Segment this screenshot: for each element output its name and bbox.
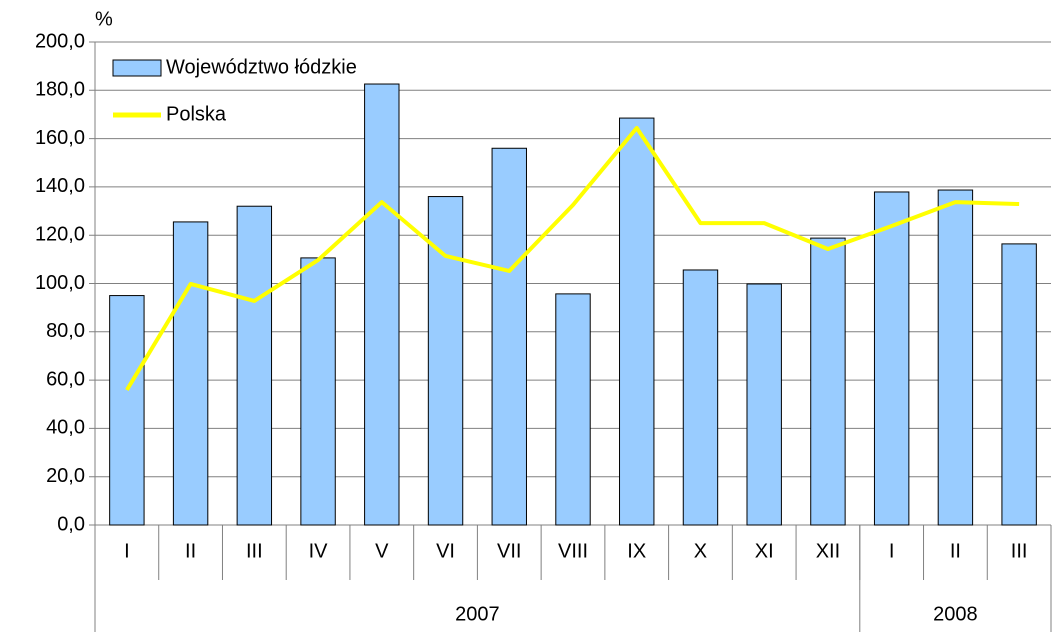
x-tick-label: V: [375, 540, 389, 562]
bar: [555, 293, 591, 526]
x-tick-label: VIII: [558, 540, 588, 562]
x-tick-label: VII: [497, 540, 521, 562]
x-tick-label: I: [889, 540, 895, 562]
y-tick-label: 100,0: [35, 272, 85, 294]
bar: [873, 191, 910, 526]
group-label: 2007: [455, 603, 500, 625]
bar: [810, 237, 846, 526]
bar: [427, 196, 464, 526]
legend-swatch: [112, 59, 162, 77]
x-tick-label: I: [124, 540, 130, 562]
line: [125, 125, 1020, 392]
y-tick-label: 140,0: [35, 175, 85, 197]
y-tick-label: 60,0: [46, 368, 85, 390]
y-tick-label: 0,0: [57, 513, 85, 535]
x-tick-label: III: [1011, 540, 1028, 562]
bar: [1001, 243, 1037, 526]
y-tick-label: 200,0: [35, 30, 85, 52]
x-tick-label: II: [950, 540, 961, 562]
x-tick-label: IX: [627, 540, 646, 562]
bar: [619, 117, 655, 526]
y-tick-label: 160,0: [35, 127, 85, 149]
y-tick-label: 20,0: [46, 465, 85, 487]
x-tick-label: XI: [755, 540, 774, 562]
x-tick-label: VI: [436, 540, 455, 562]
x-tick-label: III: [246, 540, 263, 562]
legend-label: Województwo łódzkie: [166, 56, 357, 78]
y-tick-label: 180,0: [35, 79, 85, 101]
y-unit: %: [95, 8, 113, 30]
bar: [172, 221, 209, 526]
y-tick-label: 40,0: [46, 417, 85, 439]
bar: [746, 283, 782, 526]
y-tick-label: 120,0: [35, 223, 85, 245]
bar: [300, 257, 336, 526]
bar: [236, 205, 273, 526]
group-label: 2008: [933, 603, 978, 625]
y-tick-label: 80,0: [46, 320, 85, 342]
bar: [491, 147, 527, 526]
x-tick-label: II: [185, 540, 196, 562]
x-tick-label: X: [694, 540, 707, 562]
bar: [682, 269, 719, 526]
bar: [109, 295, 145, 526]
legend-label: Polska: [166, 103, 227, 125]
bar: [937, 189, 974, 526]
x-tick-label: IV: [309, 540, 329, 562]
bar: [364, 83, 400, 526]
x-tick-label: XII: [816, 540, 840, 562]
